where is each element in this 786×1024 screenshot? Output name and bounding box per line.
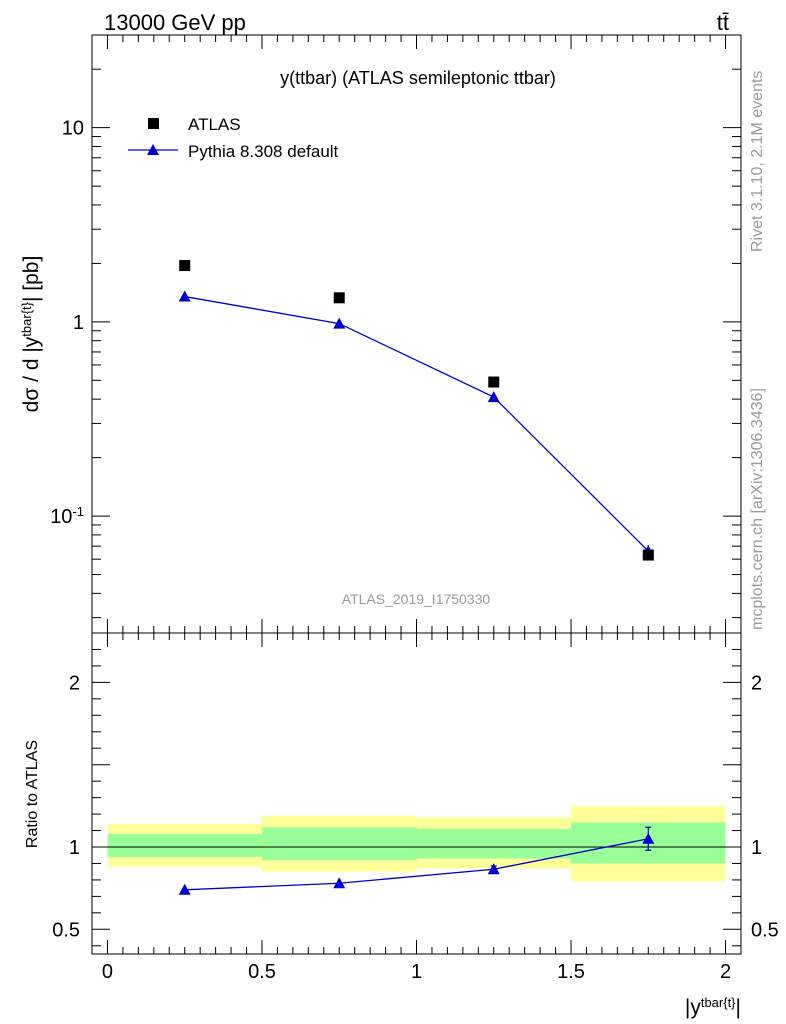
mcplots-label: mcplots.cern.ch [arXiv:1306.3436] — [749, 388, 766, 630]
y-axis-label: dσ / d |ytbar{t}| [pb] — [19, 256, 44, 413]
pythia-point — [487, 391, 500, 403]
atlas-data-point — [642, 549, 654, 561]
ratio-point — [333, 877, 346, 889]
uncertainty-band-green — [107, 833, 262, 857]
analysis-watermark: ATLAS_2019_I1750330 — [342, 591, 491, 607]
ratio-point — [178, 883, 191, 895]
ratio-y-tick-label-right: 2 — [751, 672, 762, 694]
ratio-series-line — [184, 838, 649, 891]
atlas-data-point — [488, 376, 500, 388]
ratio-y-axis-label: Ratio to ATLAS — [24, 740, 41, 848]
main-panel: 10-1 1 10 y(ttbar) (ATLAS semileptonic ttba… — [19, 34, 742, 634]
ratio-y-tick-label: 0.5 — [52, 919, 80, 941]
y-tick-label: 10-1 — [50, 504, 84, 529]
legend-atlas-marker — [148, 118, 159, 129]
header-energy-label: 13000 GeV pp — [104, 10, 246, 35]
x-tick-label: 0.5 — [248, 961, 276, 983]
legend-pythia-marker — [147, 144, 159, 155]
ratio-y-tick-label: 1 — [69, 837, 80, 859]
pythia-point — [178, 290, 191, 302]
chart-title: y(ttbar) (ATLAS semileptonic ttbar) — [280, 68, 556, 88]
x-tick-label: 1.5 — [557, 961, 585, 983]
pythia-series-line — [184, 295, 649, 552]
y-tick-label: 1 — [73, 312, 84, 334]
atlas-data-point — [179, 260, 191, 272]
uncertainty-band-green — [261, 827, 417, 861]
ratio-point — [487, 863, 500, 875]
uncertainty-band-green — [416, 828, 572, 859]
rivet-version-label: Rivet 3.1.10, 2.1M events — [749, 71, 766, 252]
legend-atlas-label: ATLAS — [188, 115, 241, 134]
ratio-y-tick-label-right: 0.5 — [751, 919, 779, 941]
ratio-y-tick-label: 2 — [69, 672, 80, 694]
pythia-point — [333, 317, 346, 329]
legend-pythia-label: Pythia 8.308 default — [188, 142, 339, 161]
x-tick-label: 2 — [720, 961, 731, 983]
ratio-panel-frame — [91, 632, 742, 955]
x-tick-label: 0 — [102, 961, 113, 983]
ratio-y-tick-label-right: 1 — [751, 837, 762, 859]
header-process-label: tt̄ — [717, 10, 729, 35]
x-axis-label: |ytbar{t}| — [685, 995, 741, 1020]
ratio-point — [642, 832, 655, 844]
atlas-data-point — [333, 292, 345, 304]
x-tick-label: 1 — [411, 961, 422, 983]
y-tick-label: 10 — [62, 118, 84, 140]
ratio-panel: 0.5 0.5 1 1 2 2 0 0.5 1 1.5 2 Ratio to ATLAS |ytbar{… — [24, 632, 779, 1020]
